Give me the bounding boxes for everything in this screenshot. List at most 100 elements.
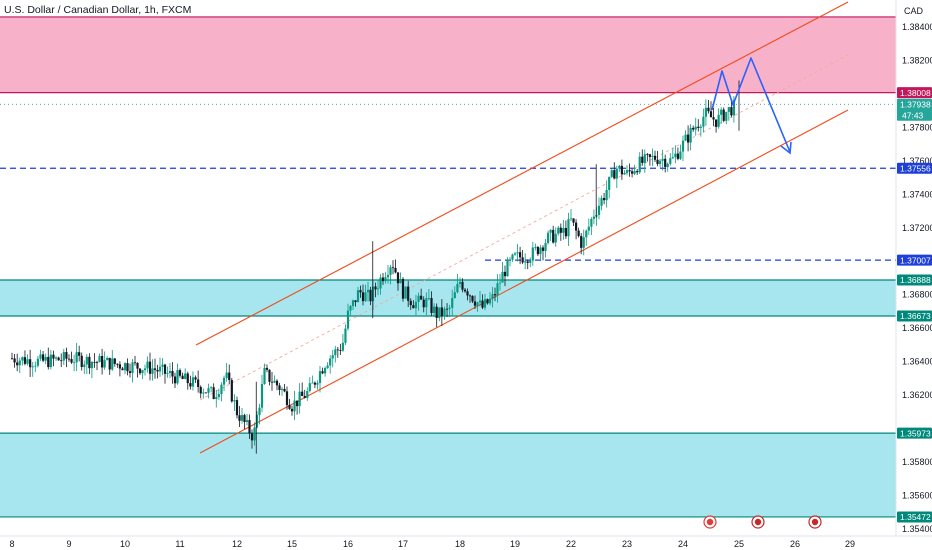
candle (161, 358, 164, 376)
price-badge-label: 1.37556 (900, 163, 931, 173)
price-badge[interactable]: 1.35472 (897, 511, 932, 523)
price-tick-label: 1.36200 (902, 390, 932, 400)
candle (258, 403, 261, 425)
candle (656, 151, 659, 167)
candle (699, 124, 702, 137)
candle (443, 306, 446, 320)
candle (250, 429, 254, 449)
candle (293, 390, 296, 421)
events-layer[interactable] (703, 515, 822, 529)
time-axis[interactable]: 8 9 10 11 12 15 16 17 18 19 22 23 24 25 26 29 (0, 535, 932, 550)
price-badge[interactable]: 1.38008 (897, 87, 932, 99)
candle (684, 130, 687, 142)
candle (306, 387, 309, 401)
candle-body (194, 377, 197, 380)
price-tick-label: 1.37600 (902, 156, 932, 166)
price-axis[interactable]: CAD 1.38400 1.38200 1.37800 1.37600 1.37400 1.… (895, 0, 932, 550)
candle-body (529, 260, 532, 263)
candle (564, 220, 568, 240)
candle-body (168, 370, 172, 374)
candle (552, 225, 555, 244)
time-tick-label: 16 (343, 539, 353, 549)
candle (709, 101, 713, 118)
candle (184, 368, 187, 380)
candle (158, 357, 162, 377)
candle (16, 353, 19, 372)
candle (602, 193, 606, 205)
price-tick-label: 1.37400 (902, 189, 932, 199)
candle-body (697, 126, 700, 128)
candle (209, 386, 213, 393)
candle (273, 375, 276, 384)
candle (478, 290, 482, 307)
candle-body (732, 99, 736, 116)
currency-label: CAD (904, 6, 924, 16)
candle (128, 363, 132, 378)
candle (88, 353, 91, 375)
price-badge[interactable]: 1.37556 (897, 162, 932, 174)
price-tick-label: 1.38200 (902, 55, 932, 65)
candle (430, 291, 433, 316)
candle-body (511, 254, 514, 260)
candle-body (414, 301, 418, 309)
price-badge[interactable]: 1.36673 (897, 310, 932, 322)
candle-body (508, 259, 512, 261)
candle-body (638, 156, 641, 173)
candle-body (90, 361, 94, 369)
candle (39, 349, 42, 362)
candle-body (189, 383, 192, 387)
candle (412, 300, 415, 309)
us-flag-event-icon[interactable] (751, 515, 765, 529)
candle-body (396, 272, 400, 284)
candle-body (374, 286, 377, 290)
us-flag-event-icon[interactable] (808, 515, 822, 529)
candle-body (727, 107, 730, 112)
candle-body (506, 259, 509, 277)
candle (18, 357, 21, 374)
candle-body (339, 350, 342, 351)
candle (407, 280, 410, 307)
candle (197, 370, 200, 393)
candle-body (709, 111, 713, 118)
candle-body (694, 126, 697, 130)
price-badge[interactable]: 1.37007 (897, 254, 932, 266)
candle-body (689, 127, 692, 143)
candle (666, 162, 669, 172)
candle (341, 334, 345, 352)
candle (321, 367, 324, 375)
candle-body (123, 363, 127, 371)
lightning-event-icon[interactable] (703, 515, 717, 529)
candle-body (656, 159, 659, 165)
candle (590, 217, 593, 236)
candle-body (618, 165, 621, 169)
candle (671, 147, 674, 160)
candle-body (636, 171, 639, 173)
candle-body (204, 392, 208, 394)
candle-body (569, 218, 573, 220)
candle (536, 245, 540, 256)
candle (156, 364, 159, 379)
candle-body (98, 356, 101, 363)
candle (54, 356, 58, 361)
candle (85, 354, 88, 375)
candle-body (118, 364, 122, 369)
candle-body (448, 307, 451, 309)
candle (108, 357, 111, 375)
candle-body (80, 355, 83, 368)
candle (483, 293, 487, 311)
price-badge[interactable]: 1.35973 (897, 427, 932, 439)
candle-body (712, 117, 715, 120)
projection-path (711, 57, 791, 153)
candle-body (13, 358, 16, 363)
price-tick-label: 1.38400 (902, 22, 932, 32)
candle (559, 223, 562, 241)
candle (468, 294, 472, 303)
candle-body (220, 384, 223, 395)
price-badge[interactable]: 1.36888 (897, 274, 932, 286)
candle-body (613, 170, 616, 179)
candle-body (620, 165, 624, 175)
candle-body (623, 172, 626, 175)
candle-body (648, 154, 652, 157)
